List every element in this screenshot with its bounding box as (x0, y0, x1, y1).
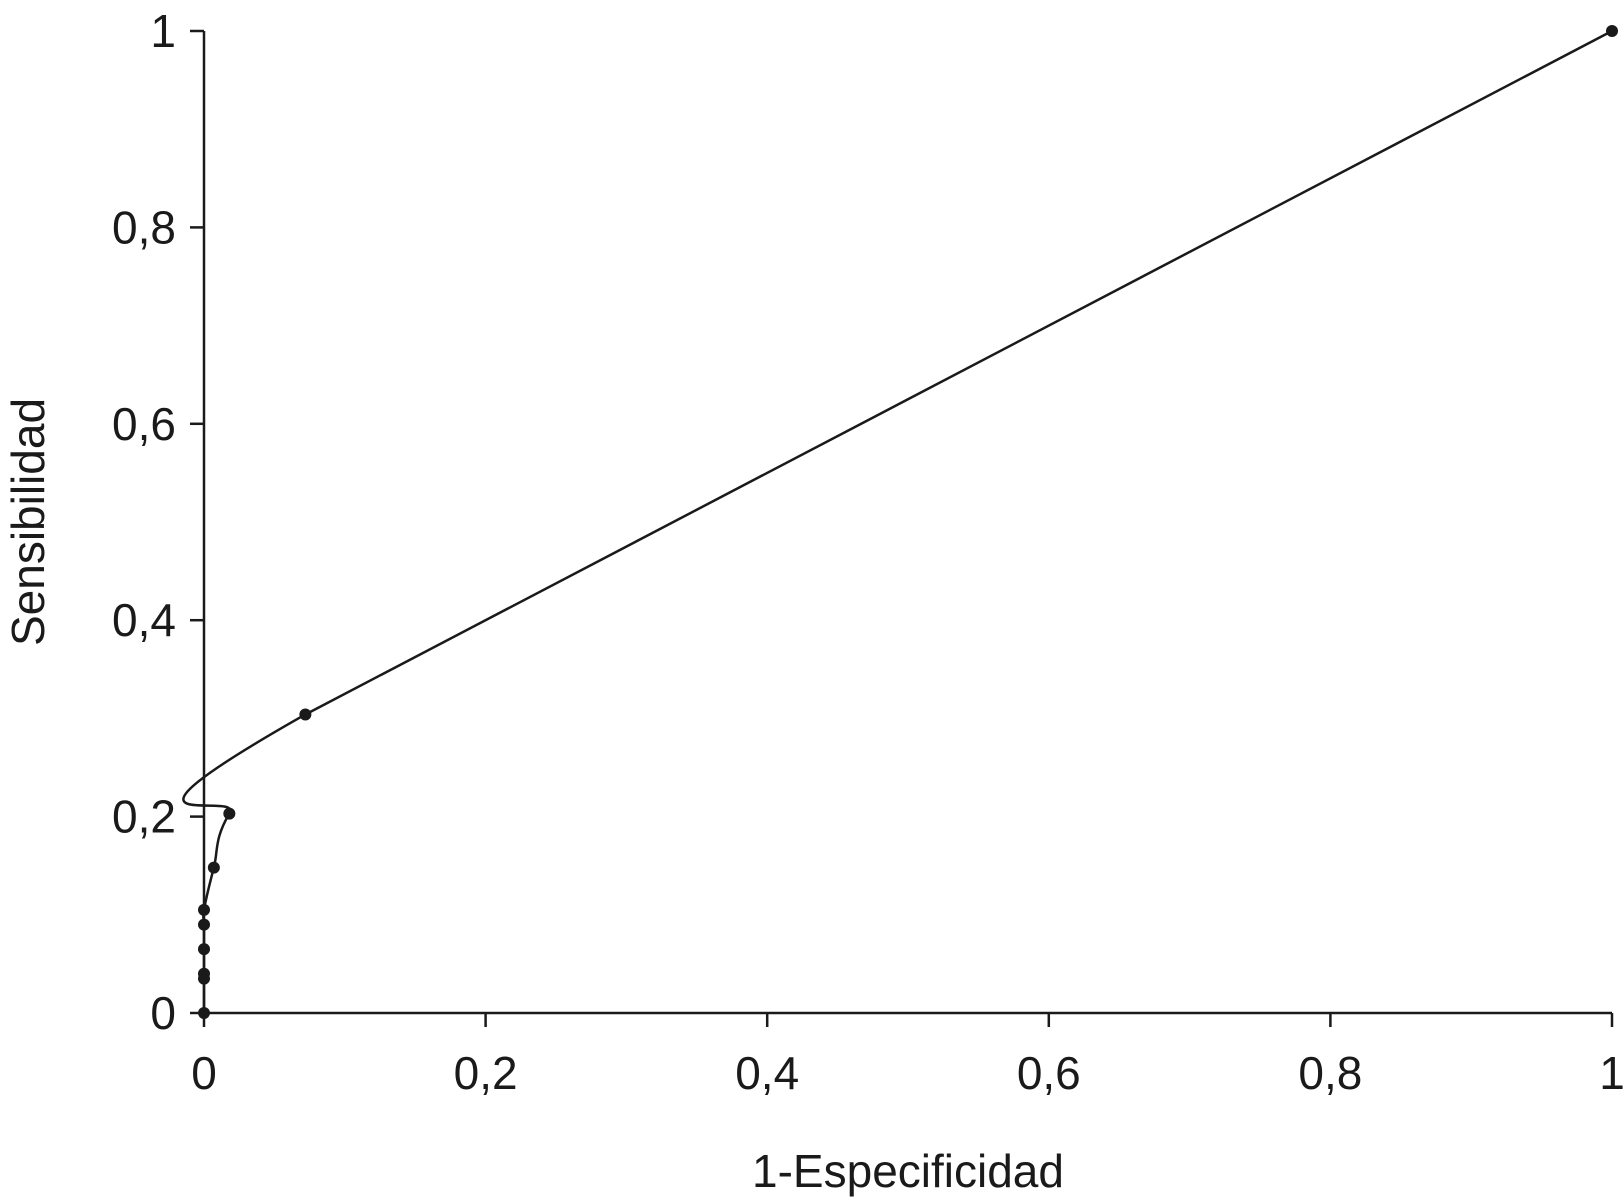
x-tick-label: 0,6 (1017, 1047, 1081, 1099)
y-tick-label: 0,4 (112, 594, 176, 646)
roc-curve-line (182, 29, 1613, 1013)
x-tick-label: 0,4 (735, 1047, 799, 1099)
y-ticks: 0 0,2 0,4 0,6 0,8 1 (112, 5, 204, 1039)
y-tick-label: 0,8 (112, 201, 176, 253)
x-tick-label: 1 (1599, 1047, 1623, 1099)
roc-data-point (223, 807, 236, 820)
x-axis: 0 0,2 0,4 0,6 0,8 1 (191, 1011, 1623, 1099)
y-tick-label: 0 (150, 987, 176, 1039)
roc-data-point (299, 708, 312, 721)
roc-data-point (198, 943, 210, 956)
y-axis: 0 0,2 0,4 0,6 0,8 1 (112, 5, 206, 1039)
roc-data-point (198, 903, 210, 916)
x-tick-label: 0 (191, 1047, 217, 1099)
y-axis-title: Sensibilidad (2, 398, 54, 646)
roc-data-point (198, 967, 210, 980)
y-tick-label: 1 (150, 5, 176, 57)
roc-data-point (198, 918, 210, 931)
x-axis-title: 1-Especificidad (752, 1145, 1064, 1197)
roc-data-point (198, 1007, 210, 1019)
y-tick-label: 0,6 (112, 398, 176, 450)
x-tick-label: 0,8 (1298, 1047, 1362, 1099)
roc-data-point (207, 861, 220, 874)
y-tick-label: 0,2 (112, 791, 176, 843)
plot-area (182, 25, 1618, 1019)
x-ticks: 0 0,2 0,4 0,6 0,8 1 (191, 1013, 1623, 1099)
roc-data-point (1606, 25, 1618, 37)
x-tick-label: 0,2 (454, 1047, 518, 1099)
